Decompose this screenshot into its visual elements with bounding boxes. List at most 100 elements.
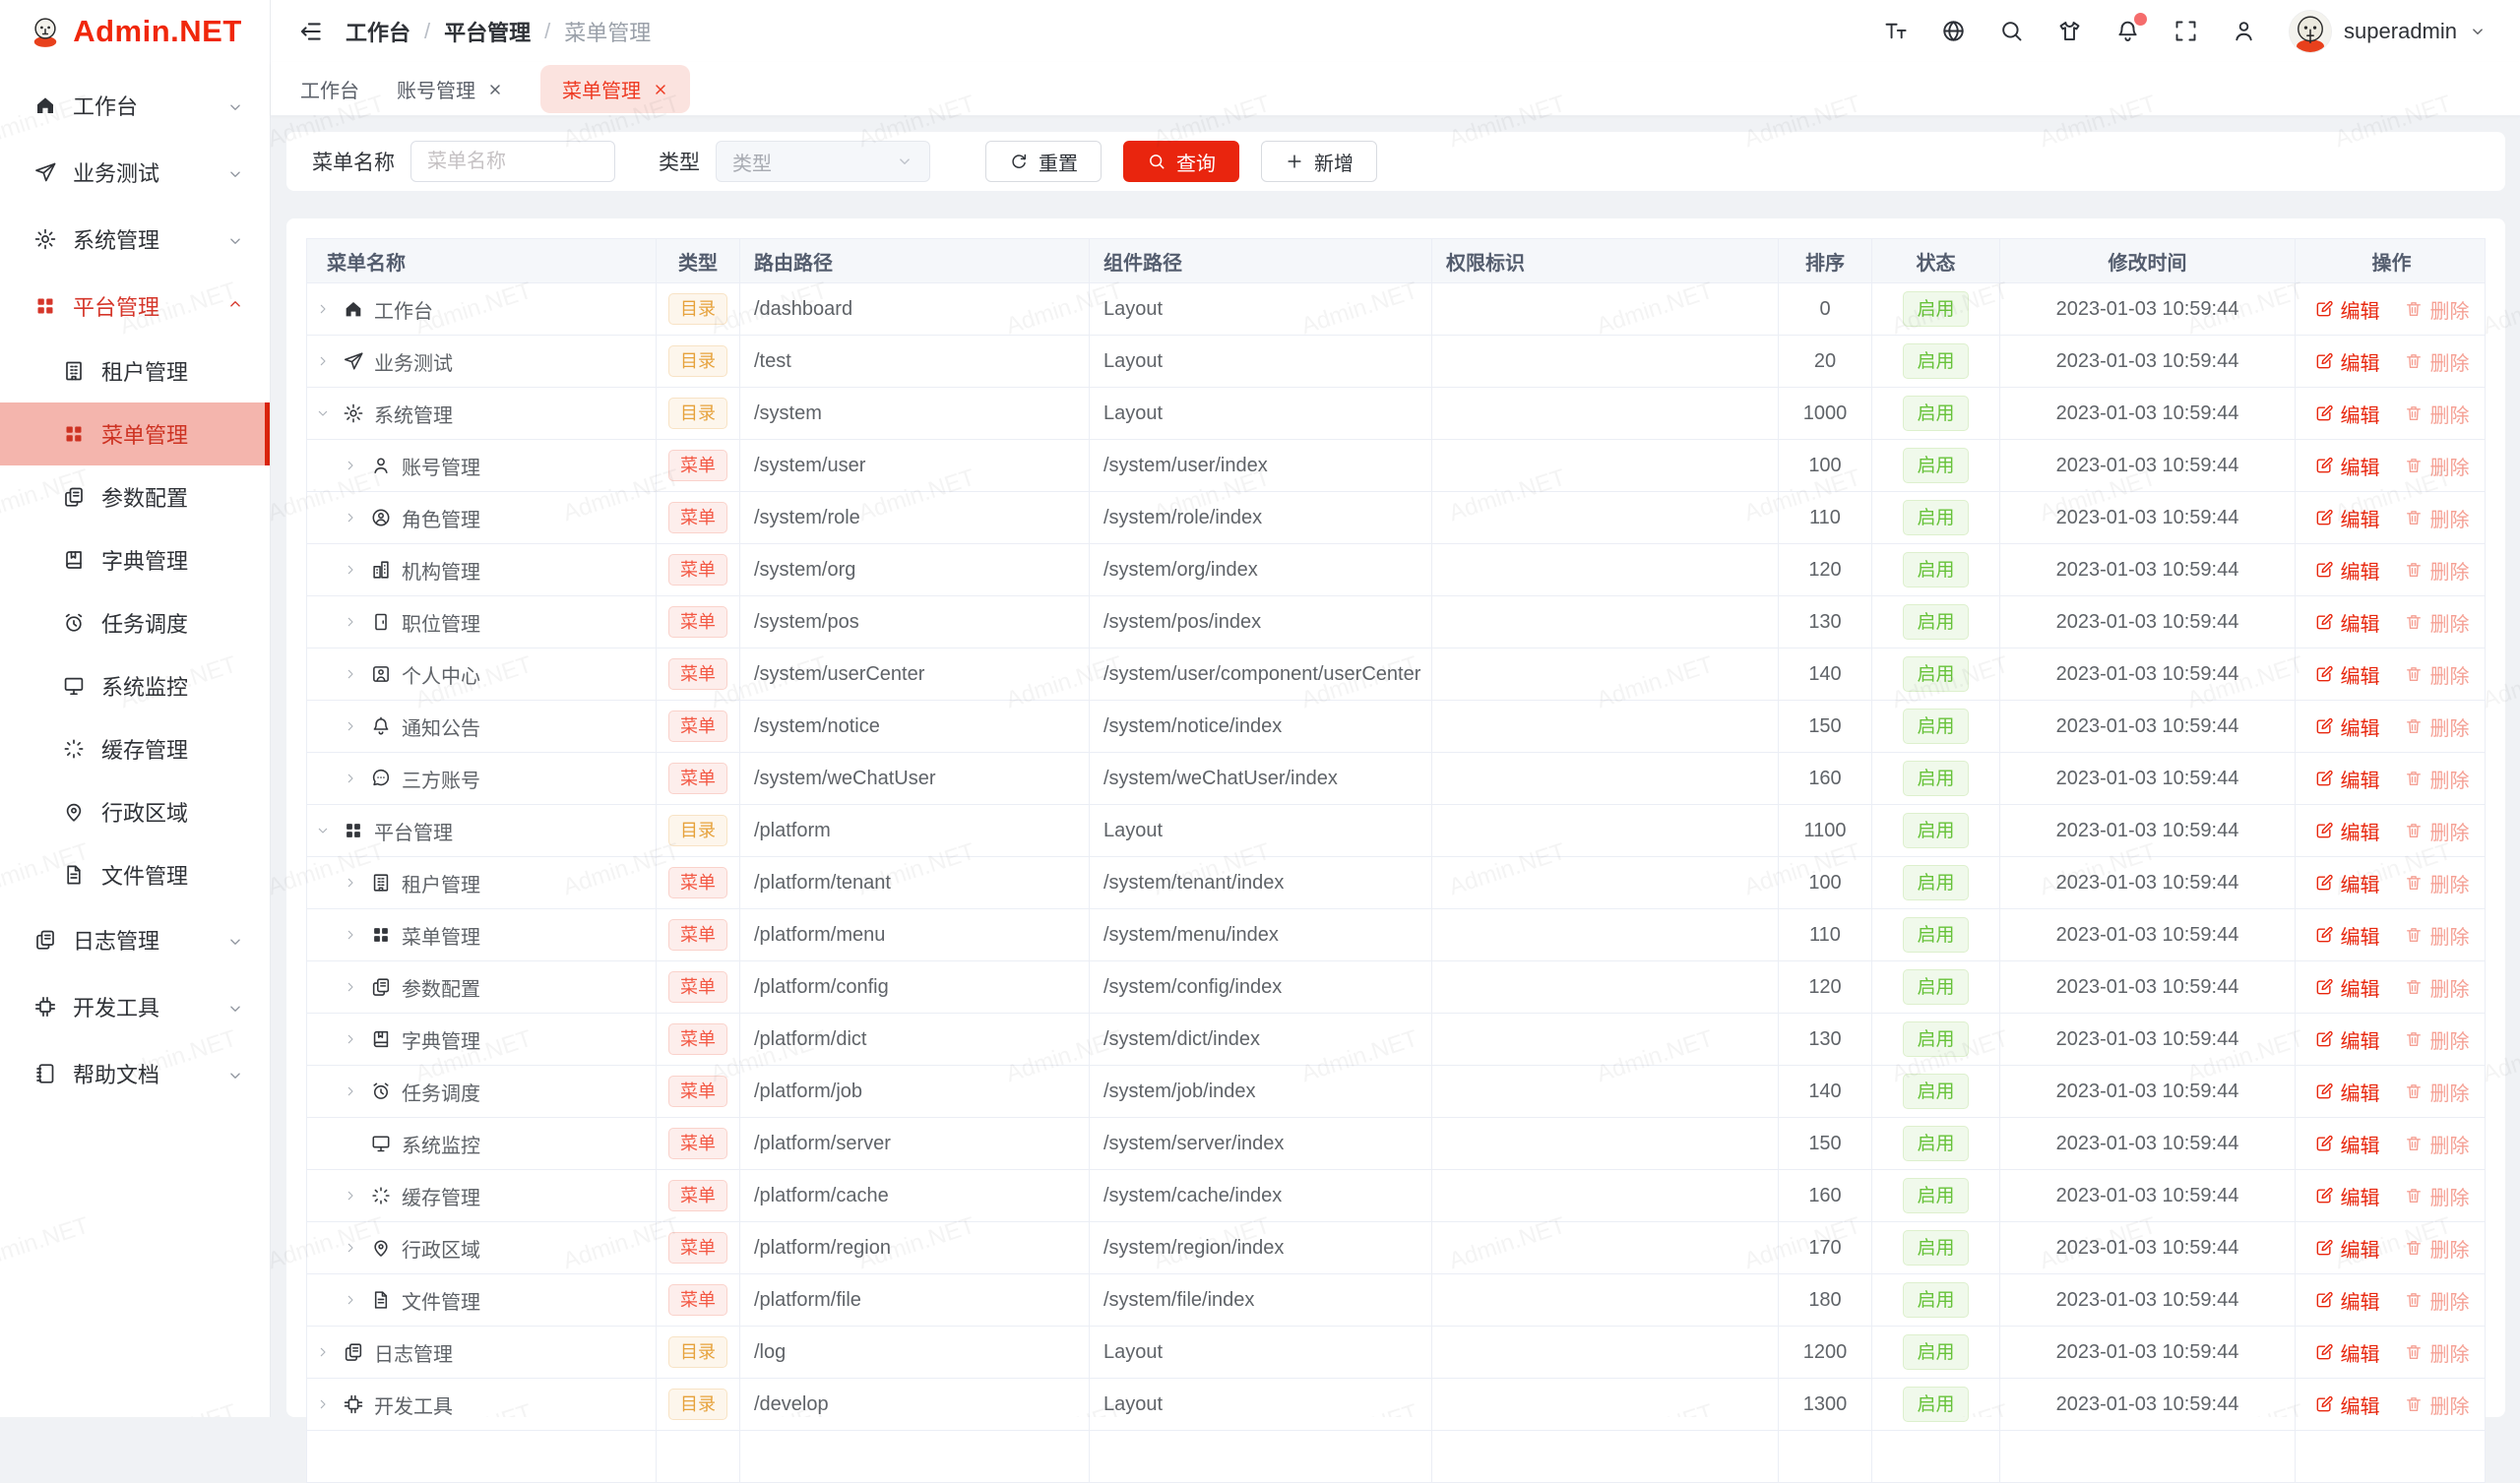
expand-row-icon[interactable] [343, 1238, 366, 1258]
delete-button[interactable]: 删除 [2404, 452, 2470, 480]
search-button[interactable]: 查询 [1123, 141, 1239, 182]
edit-button[interactable]: 编辑 [2314, 921, 2380, 950]
breadcrumb-item[interactable]: 工作台 [346, 20, 411, 45]
collapse-row-icon[interactable] [315, 821, 339, 840]
expand-row-icon[interactable] [315, 299, 339, 319]
collapse-row-icon[interactable] [315, 403, 339, 423]
sidebar-item-system-mgmt[interactable]: 系统管理 [0, 206, 270, 273]
edit-button[interactable]: 编辑 [2314, 1338, 2380, 1367]
add-button[interactable]: 新增 [1261, 141, 1377, 182]
reset-button[interactable]: 重置 [985, 141, 1102, 182]
sidebar-item-platform-mgmt[interactable]: 平台管理 [0, 273, 270, 340]
close-tab-icon[interactable] [653, 81, 668, 96]
delete-button[interactable]: 删除 [2404, 400, 2470, 428]
font-size-icon[interactable] [1882, 18, 1909, 44]
sidebar-item-log-mgmt[interactable]: 日志管理 [0, 906, 270, 973]
sidebar-item-cache-mgmt[interactable]: 缓存管理 [0, 717, 270, 780]
edit-button[interactable]: 编辑 [2314, 1286, 2380, 1315]
edit-button[interactable]: 编辑 [2314, 295, 2380, 324]
edit-button[interactable]: 编辑 [2314, 869, 2380, 897]
expand-row-icon[interactable] [343, 1029, 366, 1049]
edit-button[interactable]: 编辑 [2314, 973, 2380, 1002]
edit-button[interactable]: 编辑 [2314, 556, 2380, 585]
expand-row-icon[interactable] [343, 612, 366, 632]
edit-button[interactable]: 编辑 [2314, 1182, 2380, 1210]
delete-button[interactable]: 删除 [2404, 295, 2470, 324]
edit-button[interactable]: 编辑 [2314, 817, 2380, 845]
delete-button[interactable]: 删除 [2404, 347, 2470, 376]
delete-button[interactable]: 删除 [2404, 556, 2470, 585]
delete-button[interactable]: 删除 [2404, 712, 2470, 741]
expand-row-icon[interactable] [315, 1342, 339, 1362]
delete-button[interactable]: 删除 [2404, 608, 2470, 637]
sidebar-item-menu-mgmt[interactable]: 菜单管理 [0, 402, 270, 465]
edit-button[interactable]: 编辑 [2314, 1390, 2380, 1419]
delete-button[interactable]: 删除 [2404, 817, 2470, 845]
sidebar-item-system-monitor[interactable]: 系统监控 [0, 654, 270, 717]
expand-row-icon[interactable] [315, 351, 339, 371]
search-icon[interactable] [1998, 18, 2025, 44]
expand-row-icon[interactable] [343, 560, 366, 580]
expand-row-icon[interactable] [343, 456, 366, 475]
delete-button[interactable]: 删除 [2404, 1234, 2470, 1263]
delete-button[interactable]: 删除 [2404, 1286, 2470, 1315]
delete-button[interactable]: 删除 [2404, 921, 2470, 950]
sidebar-item-tenant-mgmt[interactable]: 租户管理 [0, 340, 270, 402]
edit-button[interactable]: 编辑 [2314, 400, 2380, 428]
delete-button[interactable]: 删除 [2404, 973, 2470, 1002]
delete-button[interactable]: 删除 [2404, 1078, 2470, 1106]
sidebar-item-dev-tools[interactable]: 开发工具 [0, 973, 270, 1040]
sidebar-item-job-schedule[interactable]: 任务调度 [0, 591, 270, 654]
edit-button[interactable]: 编辑 [2314, 712, 2380, 741]
expand-row-icon[interactable] [343, 977, 366, 997]
collapse-sidebar-icon[interactable] [298, 19, 324, 44]
edit-button[interactable]: 编辑 [2314, 608, 2380, 637]
delete-button[interactable]: 删除 [2404, 660, 2470, 689]
tab-account-mgmt[interactable]: 账号管理 [397, 75, 503, 103]
edit-button[interactable]: 编辑 [2314, 1234, 2380, 1263]
edit-button[interactable]: 编辑 [2314, 1025, 2380, 1054]
expand-row-icon[interactable] [343, 925, 366, 945]
edit-button[interactable]: 编辑 [2314, 1078, 2380, 1106]
user-menu[interactable]: superadmin [2289, 9, 2487, 53]
delete-button[interactable]: 删除 [2404, 1182, 2470, 1210]
expand-row-icon[interactable] [343, 1081, 366, 1101]
fullscreen-icon[interactable] [2173, 18, 2199, 44]
user-icon[interactable] [2231, 18, 2257, 44]
edit-button[interactable]: 编辑 [2314, 452, 2380, 480]
delete-button[interactable]: 删除 [2404, 869, 2470, 897]
expand-row-icon[interactable] [343, 664, 366, 684]
expand-row-icon[interactable] [343, 1290, 366, 1310]
expand-row-icon[interactable] [343, 716, 366, 736]
sidebar-item-region-mgmt[interactable]: 行政区域 [0, 780, 270, 843]
sidebar-item-help-docs[interactable]: 帮助文档 [0, 1040, 270, 1107]
expand-row-icon[interactable] [343, 769, 366, 788]
breadcrumb-item[interactable]: 平台管理 [444, 20, 532, 45]
tab-workbench[interactable]: 工作台 [300, 75, 359, 103]
expand-row-icon[interactable] [343, 873, 366, 893]
close-tab-icon[interactable] [487, 81, 503, 96]
delete-button[interactable]: 删除 [2404, 1390, 2470, 1419]
sidebar-item-param-config[interactable]: 参数配置 [0, 465, 270, 528]
expand-row-icon[interactable] [343, 1186, 366, 1205]
menu-name-input[interactable] [410, 141, 615, 182]
type-select[interactable]: 类型 [716, 141, 930, 182]
delete-button[interactable]: 删除 [2404, 765, 2470, 793]
notification-icon[interactable] [2114, 13, 2148, 44]
edit-button[interactable]: 编辑 [2314, 504, 2380, 532]
delete-button[interactable]: 删除 [2404, 1338, 2470, 1367]
expand-row-icon[interactable] [315, 1394, 339, 1414]
delete-button[interactable]: 删除 [2404, 504, 2470, 532]
sidebar-item-workbench[interactable]: 工作台 [0, 72, 270, 139]
edit-button[interactable]: 编辑 [2314, 765, 2380, 793]
theme-icon[interactable] [2056, 18, 2083, 44]
delete-button[interactable]: 删除 [2404, 1025, 2470, 1054]
delete-button[interactable]: 删除 [2404, 1130, 2470, 1158]
tab-menu-mgmt[interactable]: 菜单管理 [540, 64, 690, 113]
sidebar-item-business-test[interactable]: 业务测试 [0, 139, 270, 206]
sidebar-item-dict-mgmt[interactable]: 字典管理 [0, 528, 270, 591]
sidebar-item-file-mgmt[interactable]: 文件管理 [0, 843, 270, 906]
edit-button[interactable]: 编辑 [2314, 1130, 2380, 1158]
edit-button[interactable]: 编辑 [2314, 660, 2380, 689]
language-icon[interactable] [1940, 18, 1967, 44]
